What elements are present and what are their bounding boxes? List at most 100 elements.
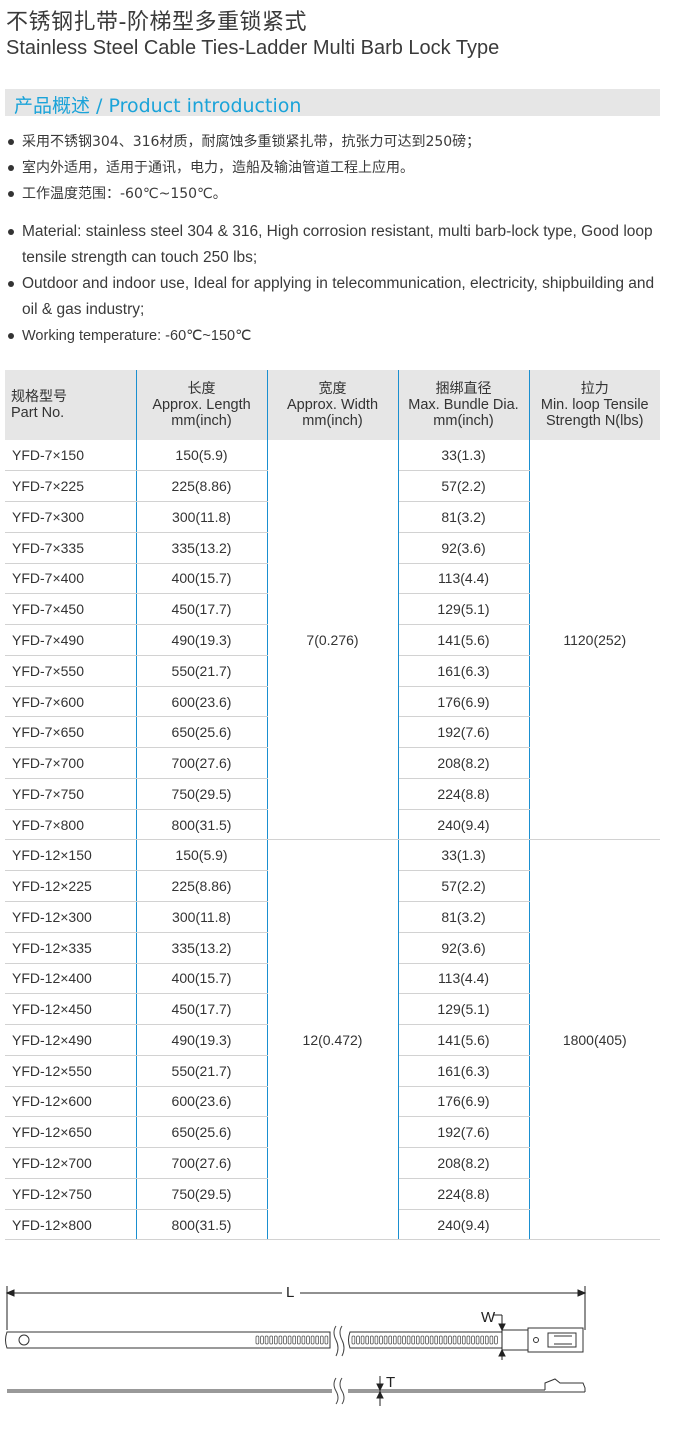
length-dimension (5, 1286, 587, 1330)
cell-length: 700(27.6) (136, 1147, 268, 1179)
header-length: 长度 Approx. Length mm(inch) (136, 370, 268, 440)
cell-part-no: YFD-7×490 (5, 624, 137, 656)
cell-width: 12(0.472) (267, 839, 399, 1241)
table-row: YFD-7×450 450(17.7) 129(5.1) (5, 593, 660, 626)
width-label: W (481, 1309, 496, 1326)
section-title: 产品概述 / Product introduction (14, 95, 302, 117)
cell-length: 490(19.3) (136, 624, 268, 656)
thickness-label: T (386, 1374, 395, 1391)
cell-bundle-dia: 81(3.2) (398, 501, 530, 533)
cell-length: 550(21.7) (136, 1055, 268, 1087)
cell-length: 300(11.8) (136, 901, 268, 933)
table-row: YFD-12×700 700(27.6) 208(8.2) (5, 1147, 660, 1179)
page-title-cn: 不锈钢扎带-阶梯型多重锁紧式 (6, 10, 307, 35)
bullet-item: Outdoor and indoor use, Ideal for applyi… (5, 271, 665, 323)
cell-bundle-dia: 192(7.6) (398, 1116, 530, 1149)
cell-bundle-dia: 176(6.9) (398, 686, 530, 718)
cell-length: 600(23.6) (136, 686, 268, 718)
cell-length: 600(23.6) (136, 1086, 268, 1118)
cell-part-no: YFD-7×300 (5, 501, 137, 533)
table-row: YFD-7×800 800(31.5) 240(9.4) (5, 809, 660, 841)
tie-side-view (7, 1378, 586, 1393)
cell-tensile: 1120(252) (529, 440, 660, 841)
cell-part-no: YFD-12×550 (5, 1055, 137, 1087)
cell-length: 400(15.7) (136, 563, 268, 595)
cell-length: 300(11.8) (136, 501, 268, 533)
cell-part-no: YFD-12×750 (5, 1178, 137, 1210)
cell-length: 650(25.6) (136, 716, 268, 749)
section-header: 产品概述 / Product introduction (5, 89, 660, 117)
cell-length: 225(8.86) (136, 870, 268, 902)
cell-part-no: YFD-7×450 (5, 593, 137, 626)
cell-bundle-dia: 33(1.3) (398, 440, 530, 472)
cell-tensile: 1800(405) (529, 839, 660, 1241)
cell-length: 400(15.7) (136, 963, 268, 995)
cell-bundle-dia: 192(7.6) (398, 716, 530, 749)
cell-part-no: YFD-7×650 (5, 716, 137, 749)
cell-bundle-dia: 92(3.6) (398, 932, 530, 964)
cell-bundle-dia: 208(8.2) (398, 1147, 530, 1179)
bullet-item: 采用不锈钢304、316材质，耐腐蚀多重锁紧扎带，抗张力可达到250磅； (5, 129, 665, 155)
cell-part-no: YFD-12×800 (5, 1209, 137, 1241)
cell-part-no: YFD-7×225 (5, 470, 137, 503)
cell-length: 450(17.7) (136, 993, 268, 1026)
spec-table: 规格型号 Part No. 长度 Approx. Length mm(inch)… (5, 370, 660, 1241)
width-dimension (494, 1314, 506, 1360)
table-row: YFD-7×150 150(5.9) 7(0.276) 33(1.3) 1120(252… (5, 440, 660, 841)
table-row: YFD-12×800 800(31.5) 240(9.4) (5, 1209, 660, 1241)
table-header-row: 规格型号 Part No. 长度 Approx. Length mm(inch)… (5, 370, 660, 440)
table-row: YFD-7×750 750(29.5) 224(8.8) (5, 778, 660, 810)
cell-bundle-dia: 176(6.9) (398, 1086, 530, 1118)
table-row: YFD-12×490 490(19.3) 141(5.6) (5, 1024, 660, 1056)
cell-part-no: YFD-12×150 (5, 839, 137, 872)
cell-length: 150(5.9) (136, 839, 268, 872)
cell-part-no: YFD-7×600 (5, 686, 137, 718)
header-width: 宽度 Approx. Width mm(inch) (267, 370, 399, 440)
cell-bundle-dia: 161(6.3) (398, 1055, 530, 1087)
cell-length: 800(31.5) (136, 1209, 268, 1241)
cell-part-no: YFD-7×750 (5, 778, 137, 810)
bullet-item: Working temperature: -60℃~150℃ (5, 323, 665, 349)
cell-bundle-dia: 57(2.2) (398, 470, 530, 503)
table-row: YFD-12×300 300(11.8) 81(3.2) (5, 901, 660, 933)
table-row: YFD-12×750 750(29.5) 224(8.8) (5, 1178, 660, 1210)
cell-part-no: YFD-7×335 (5, 532, 137, 564)
table-row: YFD-12×335 335(13.2) 92(3.6) (5, 932, 660, 964)
page-title-en: Stainless Steel Cable Ties-Ladder Multi … (6, 37, 500, 59)
table-row: YFD-12×650 650(25.6) 192(7.6) (5, 1116, 660, 1149)
table-row: YFD-7×700 700(27.6) 208(8.2) (5, 747, 660, 779)
cell-length: 650(25.6) (136, 1116, 268, 1149)
cell-part-no: YFD-12×225 (5, 870, 137, 902)
cell-part-no: YFD-7×800 (5, 809, 137, 841)
cell-length: 490(19.3) (136, 1024, 268, 1056)
cell-bundle-dia: 129(5.1) (398, 593, 530, 626)
table-row: YFD-12×550 550(21.7) 161(6.3) (5, 1055, 660, 1087)
cell-part-no: YFD-12×400 (5, 963, 137, 995)
cell-length: 550(21.7) (136, 655, 268, 687)
cell-part-no: YFD-7×550 (5, 655, 137, 687)
table-row: YFD-7×600 600(23.6) 176(6.9) (5, 686, 660, 718)
header-tensile: 拉力 Min. loop Tensile Strength N(lbs) (529, 370, 660, 440)
table-row: YFD-7×650 650(25.6) 192(7.6) (5, 716, 660, 749)
cell-bundle-dia: 57(2.2) (398, 870, 530, 902)
cell-length: 450(17.7) (136, 593, 268, 626)
table-row: YFD-12×600 600(23.6) 176(6.9) (5, 1086, 660, 1118)
cell-bundle-dia: 92(3.6) (398, 532, 530, 564)
header-part-no: 规格型号 Part No. (5, 370, 137, 440)
bullet-item: 室内外适用，适用于通讯，电力，造船及输油管道工程上应用。 (5, 155, 665, 181)
tie-top-view (5, 1327, 584, 1353)
cell-bundle-dia: 141(5.6) (398, 1024, 530, 1056)
cell-length: 335(13.2) (136, 532, 268, 564)
cell-part-no: YFD-12×300 (5, 901, 137, 933)
cell-part-no: YFD-7×150 (5, 440, 137, 472)
cell-part-no: YFD-12×335 (5, 932, 137, 964)
cell-bundle-dia: 113(4.4) (398, 563, 530, 595)
cell-bundle-dia: 224(8.8) (398, 778, 530, 810)
cell-length: 335(13.2) (136, 932, 268, 964)
cell-length: 750(29.5) (136, 1178, 268, 1210)
cell-length: 750(29.5) (136, 778, 268, 810)
cell-bundle-dia: 129(5.1) (398, 993, 530, 1026)
bullet-item: Material: stainless steel 304 & 316, Hig… (5, 219, 665, 271)
table-row: YFD-7×550 550(21.7) 161(6.3) (5, 655, 660, 687)
cell-bundle-dia: 208(8.2) (398, 747, 530, 779)
